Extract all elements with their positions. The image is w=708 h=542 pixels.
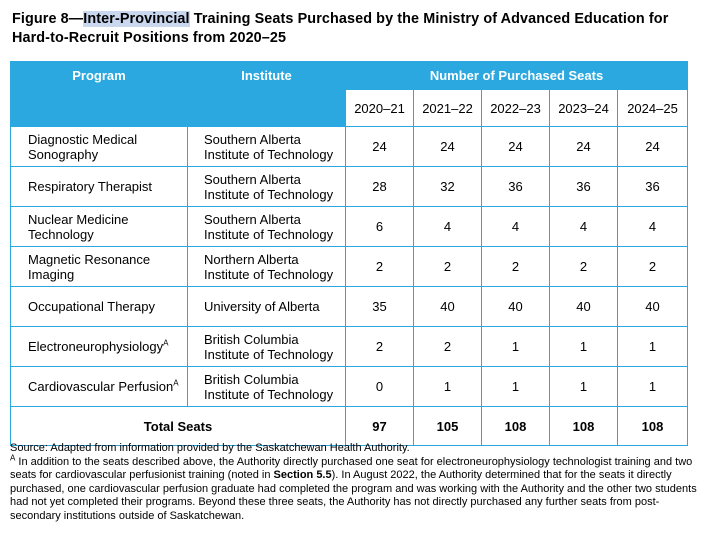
institute-cell: University of Alberta xyxy=(187,286,346,327)
year-header: 2022–23 xyxy=(481,89,550,127)
title-prefix: Figure 8— xyxy=(12,11,84,27)
total-label: Total Seats xyxy=(10,406,346,446)
seat-count-cell: 35 xyxy=(345,286,414,327)
institute-cell: British Columbia Institute of Technology xyxy=(187,326,346,367)
seat-count-cell: 24 xyxy=(413,126,482,167)
footnote-marker: A xyxy=(163,338,169,348)
table-row: Cardiovascular PerfusionA British Columbi… xyxy=(10,366,689,407)
seats-table: Program Institute Number of Purchased Se… xyxy=(10,61,689,446)
header-row: Program Institute Number of Purchased Se… xyxy=(10,61,689,127)
footnote: A In addition to the seats described abo… xyxy=(10,452,700,524)
program-cell: Occupational Therapy xyxy=(10,286,188,327)
institute-cell: Southern Alberta Institute of Technology xyxy=(187,166,346,207)
program-cell: Cardiovascular PerfusionA xyxy=(10,366,188,407)
seat-count-cell: 24 xyxy=(345,126,414,167)
table-row: Occupational Therapy University of Albert… xyxy=(10,286,689,327)
table-row: Respiratory Therapist Southern Alberta In… xyxy=(10,166,689,207)
seat-count-cell: 1 xyxy=(481,366,550,407)
table-row: Diagnostic Medical Sonography Southern Al… xyxy=(10,126,689,167)
years-row: 2020–21 2021–22 2022–23 2023–24 2024–25 xyxy=(11,89,689,127)
year-header: 2023–24 xyxy=(549,89,618,127)
seat-count-cell: 1 xyxy=(616,366,689,407)
program-name: Occupational Therapy xyxy=(28,299,155,314)
seat-count-cell: 4 xyxy=(616,206,689,247)
institute-header: Institute xyxy=(187,61,346,127)
program-name: Magnetic Resonance Imaging xyxy=(28,251,151,282)
seat-count-cell: 2 xyxy=(616,246,689,287)
table-body: Diagnostic Medical Sonography Southern Al… xyxy=(10,126,689,407)
seat-count-cell: 2 xyxy=(345,246,414,287)
program-cell: Magnetic Resonance Imaging xyxy=(10,246,188,287)
total-value: 108 xyxy=(616,406,689,446)
program-name: Cardiovascular Perfusion xyxy=(28,379,174,394)
footnote-text: In addition to the seats described above… xyxy=(10,455,693,482)
program-name: Nuclear Medicine Technology xyxy=(28,211,129,242)
program-name: Respiratory Therapist xyxy=(28,179,153,194)
seat-count-cell: 1 xyxy=(549,366,618,407)
seat-count-cell: 0 xyxy=(345,366,414,407)
program-header: Program xyxy=(10,61,188,127)
seat-count-cell: 40 xyxy=(481,286,550,327)
seat-count-cell: 4 xyxy=(413,206,482,247)
title-rest: Training Seats Purchased by the Ministry… xyxy=(12,11,669,46)
year-header: 2024–25 xyxy=(616,89,689,127)
seat-count-cell: 2 xyxy=(481,246,550,287)
seat-count-cell: 4 xyxy=(549,206,618,247)
seat-count-cell: 36 xyxy=(616,166,689,207)
institute-cell: Southern Alberta Institute of Technology xyxy=(187,206,346,247)
seat-count-cell: 2 xyxy=(345,326,414,367)
seat-count-cell: 28 xyxy=(345,166,414,207)
program-cell: Diagnostic Medical Sonography xyxy=(10,126,188,167)
source-note: Source: Adapted from information provide… xyxy=(10,442,410,454)
seat-count-cell: 36 xyxy=(549,166,618,207)
seat-count-cell: 40 xyxy=(616,286,689,327)
figure-title: Figure 8—Inter-Provincial Training Seats… xyxy=(12,10,702,48)
seat-count-cell: 4 xyxy=(481,206,550,247)
seat-count-cell: 36 xyxy=(481,166,550,207)
seat-count-cell: 1 xyxy=(549,326,618,367)
total-row: Total Seats 97 105 108 108 108 xyxy=(10,406,689,446)
institute-cell: British Columbia Institute of Technology xyxy=(187,366,346,407)
total-value: 108 xyxy=(481,406,550,446)
seat-count-cell: 24 xyxy=(549,126,618,167)
footnote-marker: A xyxy=(173,378,179,388)
program-name: Diagnostic Medical Sonography xyxy=(28,131,138,162)
footnote-marker: A xyxy=(10,452,16,462)
seat-count-cell: 32 xyxy=(413,166,482,207)
notes: Source: Adapted from information provide… xyxy=(10,442,700,524)
program-cell: Nuclear Medicine Technology xyxy=(10,206,188,247)
seat-count-cell: 2 xyxy=(413,326,482,367)
year-header: 2020–21 xyxy=(345,89,414,127)
footnote-text: ). In August 2022, the Authority determi… xyxy=(10,469,697,522)
footnote-section-ref: Section 5.5 xyxy=(273,469,332,482)
seat-count-cell: 1 xyxy=(413,366,482,407)
program-cell: ElectroneurophysiologyA xyxy=(10,326,188,367)
year-header: 2021–22 xyxy=(413,89,482,127)
seat-count-cell: 2 xyxy=(549,246,618,287)
total-value: 97 xyxy=(345,406,414,446)
total-value: 108 xyxy=(549,406,618,446)
seat-count-cell: 6 xyxy=(345,206,414,247)
seat-count-cell: 40 xyxy=(549,286,618,327)
title-highlight: Inter-Provincial xyxy=(83,11,190,27)
program-cell: Respiratory Therapist xyxy=(10,166,188,207)
seat-count-cell: 40 xyxy=(413,286,482,327)
seat-count-cell: 24 xyxy=(481,126,550,167)
program-name: Electroneurophysiology xyxy=(28,339,164,354)
total-value: 105 xyxy=(413,406,482,446)
table-row: Nuclear Medicine Technology Southern Albe… xyxy=(10,206,689,247)
seats-header: Number of Purchased Seats xyxy=(344,61,689,90)
institute-cell: Southern Alberta Institute of Technology xyxy=(187,126,346,167)
seat-count-cell: 1 xyxy=(481,326,550,367)
table-row: ElectroneurophysiologyA British Columbia … xyxy=(10,326,689,367)
seat-count-cell: 1 xyxy=(616,326,689,367)
seat-count-cell: 24 xyxy=(616,126,689,167)
seat-count-cell: 2 xyxy=(413,246,482,287)
table-row: Magnetic Resonance Imaging Northern Alber… xyxy=(10,246,689,287)
institute-cell: Northern Alberta Institute of Technology xyxy=(187,246,346,287)
